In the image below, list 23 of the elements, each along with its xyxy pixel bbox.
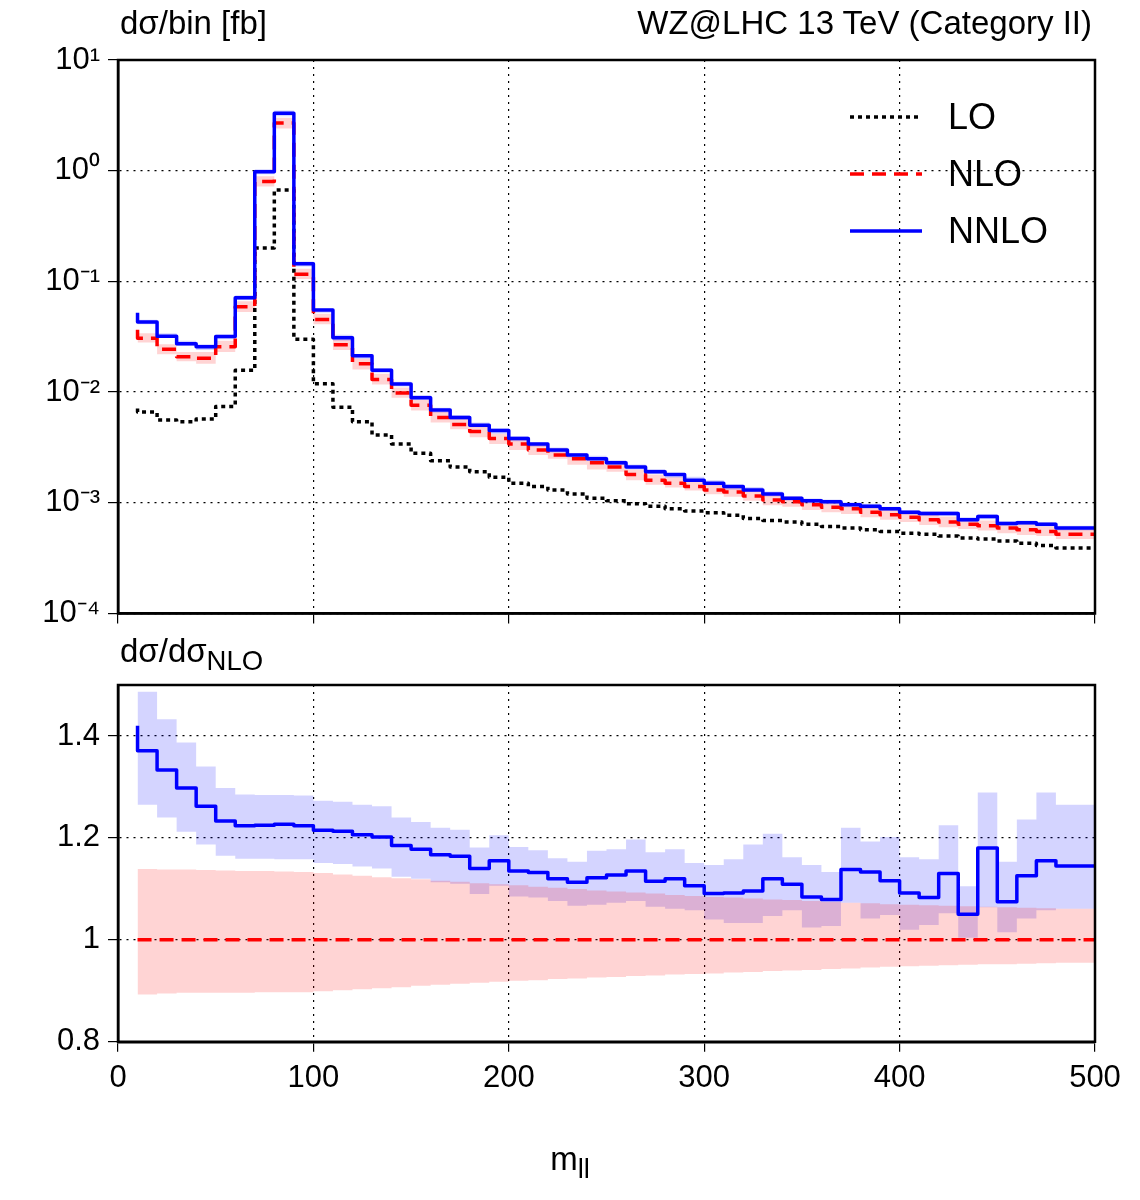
x-tick-label: 500 [1069, 1058, 1121, 1094]
legend-label: NNLO [947, 209, 1048, 253]
x-tick-label: 300 [678, 1058, 731, 1094]
legend-label: LO [947, 95, 996, 139]
y-axis-title: dσ/bin [fb] [120, 4, 267, 42]
y-axis-title: dσ/dσ$_{NLO}$ [120, 632, 264, 677]
x-tick-label: 100 [287, 1058, 340, 1094]
x-tick-label: 400 [873, 1058, 926, 1094]
y-tick-label: 10⁻⁴ [42, 593, 100, 629]
legend-label: NLO [947, 152, 1022, 196]
y-tick-label: 1 [82, 920, 100, 956]
y-tick-label: 10⁻¹ [45, 261, 100, 297]
x-tick-label: 0 [109, 1058, 127, 1094]
y-tick-label: 1.2 [56, 818, 100, 854]
x-tick-label: 200 [482, 1058, 535, 1094]
x-axis-title: m$_{ll}$ [549, 1140, 591, 1185]
chart-title: WZ@LHC 13 TeV (Category II) [637, 4, 1092, 42]
y-tick-label: 10⁰ [54, 151, 100, 187]
y-tick-label: 10⁻² [45, 372, 100, 408]
y-tick-label: 10⁻³ [45, 483, 100, 519]
y-tick-label: 1.4 [56, 716, 100, 752]
y-tick-label: 0.8 [56, 1022, 100, 1058]
y-tick-label: 10¹ [55, 40, 100, 76]
